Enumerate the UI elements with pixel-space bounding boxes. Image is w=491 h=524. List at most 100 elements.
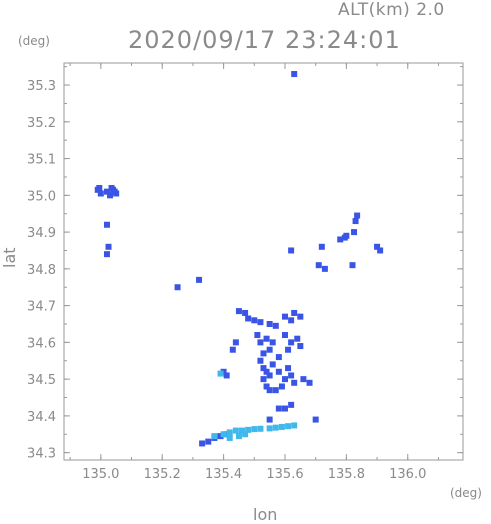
echo-point	[312, 416, 319, 423]
echo-point	[199, 440, 206, 447]
y-tick-label: 35.1	[27, 153, 56, 168]
timestamp-title: 2020/09/17 23:24:01	[128, 26, 401, 54]
echo-point	[315, 262, 322, 269]
echo-point	[321, 265, 328, 272]
echo-point	[288, 372, 295, 379]
echo-point	[205, 438, 212, 445]
echo-point	[275, 405, 282, 412]
echo-point	[285, 346, 292, 353]
echo-point	[242, 431, 249, 438]
echo-point	[251, 426, 258, 433]
echo-point	[349, 262, 356, 269]
echo-point	[105, 243, 112, 250]
echo-point	[226, 434, 233, 441]
echo-point	[291, 422, 298, 429]
y-tick-label: 35.3	[27, 79, 56, 94]
echo-point	[257, 425, 264, 432]
echo-point	[266, 320, 273, 327]
echo-point	[285, 365, 292, 372]
echo-point	[297, 343, 304, 350]
echo-point	[266, 387, 273, 394]
echo-point	[103, 251, 110, 258]
echo-point	[223, 431, 230, 438]
echo-point	[103, 188, 110, 195]
x-tick-label: 135.2	[144, 467, 181, 482]
echo-point	[257, 319, 264, 326]
echo-point	[275, 354, 282, 361]
echo-point	[174, 284, 181, 291]
y-tick-label: 34.7	[27, 300, 56, 315]
echo-point	[263, 368, 270, 375]
echo-point	[235, 433, 242, 440]
echo-point	[263, 383, 270, 390]
x-tick-label: 135.6	[266, 467, 303, 482]
echo-point	[217, 433, 224, 440]
echo-point	[260, 365, 267, 372]
y-tick-label: 34.4	[27, 410, 56, 425]
echo-point	[108, 184, 115, 191]
echo-point	[291, 379, 298, 386]
echo-point	[111, 188, 118, 195]
x-unit-label: (deg)	[450, 486, 482, 500]
echo-point	[107, 192, 114, 199]
echo-point	[318, 243, 325, 250]
echo-point	[229, 346, 236, 353]
echo-point	[281, 332, 288, 339]
echo-point	[257, 357, 264, 364]
plot-frame	[63, 62, 464, 461]
y-tick-label: 34.6	[27, 336, 56, 351]
echo-point	[288, 339, 295, 346]
echo-point	[281, 313, 288, 320]
echo-point	[281, 405, 288, 412]
echo-point	[257, 339, 264, 346]
echo-point	[251, 317, 258, 324]
echo-point	[377, 247, 384, 254]
echo-point	[97, 190, 104, 197]
echo-point	[281, 376, 288, 383]
axis-ticks: 135.0 135.2 135.4 135.6 135.8 136.0 34.3 34.4 34…	[27, 63, 463, 482]
echo-point	[263, 335, 270, 342]
echo-point	[343, 232, 350, 239]
echo-point	[272, 387, 279, 394]
echo-point	[351, 229, 358, 236]
echo-point	[354, 212, 361, 219]
echo-point	[232, 339, 239, 346]
echo-point	[239, 427, 246, 434]
echo-point	[374, 243, 381, 250]
echo-point	[269, 339, 276, 346]
echo-point	[337, 236, 344, 243]
echo-point	[269, 361, 276, 368]
echo-point	[285, 423, 292, 430]
echo-point	[254, 332, 261, 339]
echo-point	[288, 247, 295, 254]
echo-point	[226, 429, 233, 436]
x-tick-label: 136.0	[389, 467, 426, 482]
x-tick-label: 135.0	[82, 467, 119, 482]
echo-point	[242, 309, 249, 316]
echo-point	[211, 433, 218, 440]
y-tick-label: 34.3	[27, 447, 56, 462]
y-unit-label: (deg)	[18, 34, 50, 48]
y-tick-label: 35.2	[27, 116, 56, 131]
echo-point	[260, 350, 267, 357]
echo-point	[291, 71, 298, 78]
echo-point	[291, 309, 298, 316]
echo-point	[220, 368, 227, 375]
echo-point	[217, 370, 224, 377]
x-tick-label: 135.4	[205, 467, 242, 482]
echo-point	[297, 313, 304, 320]
echo-point	[260, 376, 267, 383]
echo-point	[306, 379, 313, 386]
echo-point	[245, 315, 252, 322]
echo-point	[266, 346, 273, 353]
echo-point	[352, 218, 359, 225]
echo-point	[266, 372, 273, 379]
altitude-label: ALT(km) 2.0	[338, 0, 445, 20]
echo-point	[223, 372, 230, 379]
echo-point	[266, 416, 273, 423]
echo-point	[288, 317, 295, 324]
echo-point	[220, 431, 227, 438]
y-tick-label: 34.8	[27, 263, 56, 278]
echo-point	[235, 308, 242, 315]
